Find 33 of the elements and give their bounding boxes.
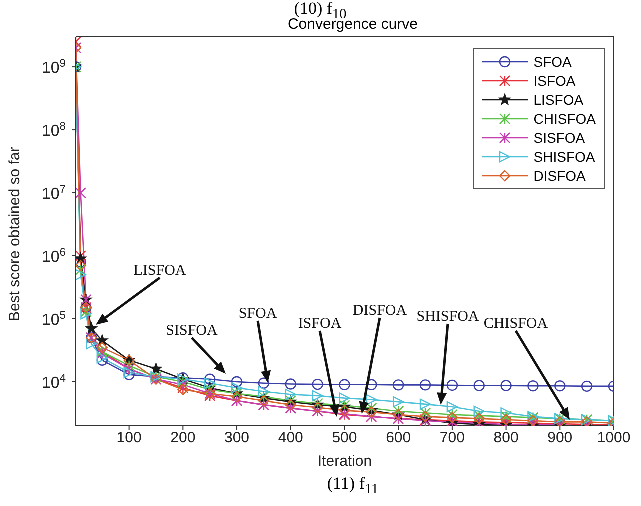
legend-label: SISFOA: [534, 130, 586, 146]
legend-label: SFOA: [534, 54, 572, 70]
y-tick-label: 10$^{6}$: [42, 247, 66, 266]
annotation: CHISFOA: [484, 316, 548, 332]
y-axis-title: Best score obtained so far: [6, 147, 24, 322]
x-tick-label: 900: [548, 430, 573, 447]
annotation: DISFOA: [352, 303, 408, 319]
annotation: SHISFOA: [416, 309, 480, 325]
x-tick-label: 100: [116, 430, 142, 447]
x-tick-label: 1000: [597, 430, 631, 447]
legend-label: ISFOA: [534, 72, 576, 88]
legend-label: SHISFOA: [534, 148, 596, 164]
legend-label: DISFOA: [534, 168, 586, 184]
y-tick-label: 10$^{8}$: [42, 121, 66, 140]
x-tick-label: 200: [170, 430, 196, 447]
y-tick-label: 10$^{9}$: [42, 58, 66, 78]
y-tick-label: 10$^{5}$: [42, 310, 66, 329]
x-tick-label: 800: [494, 430, 519, 447]
x-tick-label: 300: [224, 430, 250, 447]
x-tick-label: 600: [386, 430, 412, 447]
x-tick-label: 700: [440, 430, 465, 447]
legend-label: LISFOA: [534, 92, 584, 108]
x-tick-label: 400: [278, 430, 304, 447]
x-axis-title: Iteration: [318, 453, 372, 470]
y-tick-label: 10$^{7}$: [42, 184, 66, 204]
text: (11) f$_{11}$: [326, 474, 380, 498]
annotation: ISFOA: [298, 316, 342, 332]
y-tick-label: 10$^{4}$: [42, 372, 66, 392]
annotation: SISFOA: [166, 323, 218, 339]
x-tick-label: 500: [332, 430, 358, 447]
legend-label: CHISFOA: [534, 110, 596, 126]
annotation: SFOA: [238, 306, 278, 322]
annotation: LISFOA: [134, 263, 186, 279]
